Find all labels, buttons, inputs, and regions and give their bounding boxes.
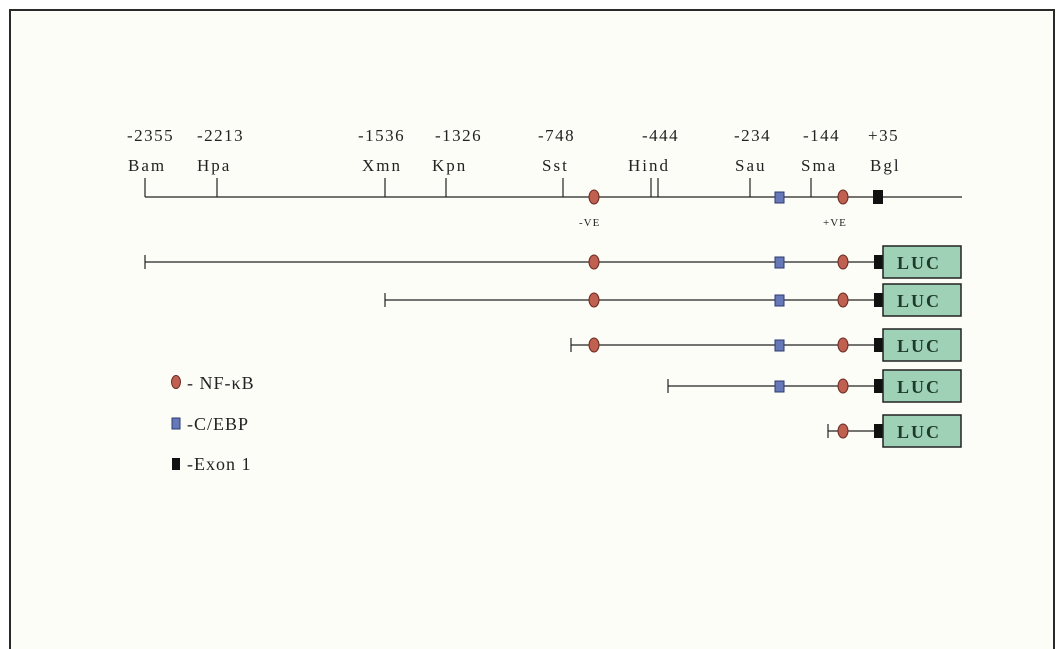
exon1-box bbox=[874, 255, 883, 269]
cebp-site bbox=[774, 339, 785, 352]
nfkb-site bbox=[837, 337, 849, 353]
exon1-box bbox=[874, 338, 883, 352]
legend-label-nfkb: - NF-κB bbox=[187, 373, 255, 393]
construct-row: LUC bbox=[144, 245, 962, 279]
exon1-box bbox=[874, 424, 883, 438]
luc-reporter-box bbox=[882, 283, 962, 317]
figure-frame bbox=[9, 9, 1055, 649]
nfkb-site bbox=[837, 254, 849, 270]
construct-row: LUC bbox=[384, 283, 962, 317]
luc-label: LUC bbox=[897, 377, 941, 397]
cebp-site bbox=[774, 256, 785, 269]
nfkb-site bbox=[588, 254, 600, 270]
luc-label: LUC bbox=[897, 422, 941, 442]
position-label-sau: -234 bbox=[734, 126, 771, 145]
enzyme-label-bgl: Bgl bbox=[870, 156, 901, 175]
construct-row: LUC bbox=[570, 328, 962, 362]
nfkb-negative-label: -VE bbox=[579, 217, 600, 229]
nfkb-site bbox=[588, 292, 600, 308]
enzyme-label-sma: Sma bbox=[801, 156, 837, 175]
exon1-legend-icon bbox=[172, 458, 180, 470]
position-label-bgl: +35 bbox=[868, 126, 899, 145]
construct-row: LUC bbox=[667, 369, 962, 403]
luc-label: LUC bbox=[897, 253, 941, 273]
position-label-bam: -2355 bbox=[127, 126, 174, 145]
nfkb-site bbox=[588, 337, 600, 353]
exon1-box bbox=[874, 379, 883, 393]
nfkb-site-positive bbox=[837, 189, 849, 205]
nfkb-site bbox=[837, 378, 849, 394]
construct-row: LUC bbox=[827, 414, 962, 448]
enzyme-label-bam: Bam bbox=[128, 156, 166, 175]
luc-reporter-box bbox=[882, 328, 962, 362]
exon1-box bbox=[873, 190, 883, 204]
position-label-sma: -144 bbox=[803, 126, 840, 145]
enzyme-labels: Bam Hpa Xmn Kpn Sst Hind Sau Sma Bgl bbox=[128, 156, 901, 175]
cebp-site bbox=[774, 294, 785, 307]
exon1-box bbox=[874, 293, 883, 307]
luc-reporter-box bbox=[882, 245, 962, 279]
cebp-legend-icon bbox=[171, 417, 181, 430]
nfkb-site bbox=[837, 292, 849, 308]
luc-label: LUC bbox=[897, 291, 941, 311]
enzyme-label-kpn: Kpn bbox=[432, 156, 467, 175]
position-label-kpn: -1326 bbox=[435, 126, 482, 145]
enzyme-label-sau: Sau bbox=[735, 156, 767, 175]
position-label-hpa: -2213 bbox=[197, 126, 244, 145]
position-labels: -2355 -2213 -1536 -1326 -748 -444 -234 -… bbox=[127, 126, 899, 145]
nfkb-positive-label: +VE bbox=[823, 217, 847, 229]
restriction-map bbox=[144, 178, 962, 198]
nfkb-site-negative bbox=[588, 189, 600, 205]
nfkb-legend-icon bbox=[171, 375, 181, 389]
position-label-sst: -748 bbox=[538, 126, 575, 145]
enzyme-label-hind: Hind bbox=[628, 156, 670, 175]
position-label-hind: -444 bbox=[642, 126, 679, 145]
luc-reporter-box bbox=[882, 369, 962, 403]
legend-label-cebp: -C/EBP bbox=[187, 414, 249, 434]
enzyme-label-sst: Sst bbox=[542, 156, 569, 175]
cebp-site bbox=[774, 380, 785, 393]
legend-label-exon1: -Exon 1 bbox=[187, 454, 252, 474]
enzyme-label-hpa: Hpa bbox=[197, 156, 231, 175]
luc-label: LUC bbox=[897, 336, 941, 356]
enzyme-label-xmn: Xmn bbox=[362, 156, 402, 175]
legend: - NF-κB -C/EBP -Exon 1 bbox=[171, 373, 255, 474]
position-label-xmn: -1536 bbox=[358, 126, 405, 145]
nfkb-site bbox=[837, 423, 849, 439]
luc-reporter-box bbox=[882, 414, 962, 448]
cebp-site bbox=[774, 191, 785, 204]
